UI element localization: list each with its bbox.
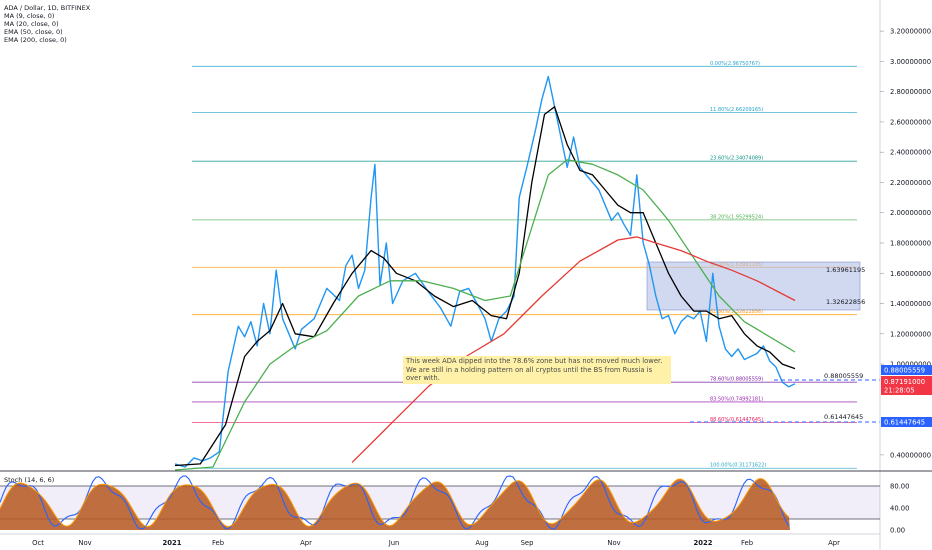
indicator-ma9[interactable]: MA (9, close, 0) <box>4 12 55 20</box>
stoch-tick-2: 0.00 <box>890 527 905 535</box>
time-label-10: Feb <box>741 539 753 547</box>
stoch-d-line <box>0 478 790 528</box>
price-tick-8: 1.60000000 <box>890 270 931 278</box>
fib-label-8: 88.60%(0.61447645) <box>710 417 763 423</box>
time-label-2: 2021 <box>163 539 182 547</box>
fib-retracement[interactable]: 0.00%(2.96750767) 11.80%(2.66209165) 23.60… <box>192 61 857 469</box>
series-line-2 <box>174 159 796 471</box>
price-tick-0: 3.20000000 <box>890 28 931 36</box>
stoch-d-area <box>0 478 790 530</box>
countdown-label: 21:28:05 <box>884 387 915 395</box>
box-top-label: 1.63961195 <box>826 266 865 274</box>
fib-label-0: 0.00%(2.96750767) <box>710 61 760 67</box>
time-label-5: Jun <box>388 539 400 547</box>
time-label-6: Aug <box>475 539 488 547</box>
price-tick-1: 3.00000000 <box>890 58 931 66</box>
price-tick-4: 2.40000000 <box>890 149 931 157</box>
price-tick-5: 2.20000000 <box>890 179 931 187</box>
time-label-8: Nov <box>607 539 620 547</box>
current-price-box <box>881 365 932 375</box>
series-line-0 <box>174 75 796 468</box>
line-label-low: 0.61447645 <box>824 413 863 421</box>
fib-label-2: 23.60%(2.34074089) <box>710 156 763 162</box>
fib-label-7: 83.50%(0.74992181) <box>710 396 763 402</box>
main-pane-bg <box>0 0 880 470</box>
indicator-ema50[interactable]: EMA (50, close, 0) <box>4 28 63 36</box>
fib-label-5: 61.80%(1.32622856) <box>710 309 763 315</box>
time-label-7: Sep <box>521 539 534 547</box>
fib-label-6: 78.60%(0.88005559) <box>710 377 763 383</box>
stoch-pane: 80.00 40.00 0.00 <box>0 475 909 535</box>
stoch-label[interactable]: Stoch (14, 6, 6) <box>4 476 55 484</box>
price-tick-9: 1.40000000 <box>890 300 931 308</box>
last-price-label: 0.87191000 <box>884 378 925 386</box>
price-tick-14: 0.40000000 <box>890 451 931 459</box>
last-price-box <box>881 376 932 395</box>
price-tick-11: 1.00000000 <box>890 361 931 369</box>
time-label-3: Feb <box>212 539 224 547</box>
price-tick-6: 2.00000000 <box>890 209 931 217</box>
price-tick-2: 2.80000000 <box>890 88 931 96</box>
fib-label-1: 11.80%(2.66209165) <box>710 107 763 113</box>
line-label-right: 0.88005559 <box>824 372 863 380</box>
support-price-label: 0.61447645 <box>884 419 925 427</box>
indicator-ema200[interactable]: EMA (200, close, 0) <box>4 36 67 44</box>
fib-label-9: 100.00%(0.31171622) <box>710 463 766 469</box>
price-tick-7: 1.80000000 <box>890 240 931 248</box>
series-line-1 <box>174 106 796 467</box>
price-tick-3: 2.60000000 <box>890 118 931 126</box>
time-label-4: Apr <box>300 539 312 547</box>
stoch-k-line <box>0 475 790 530</box>
time-label-0: Oct <box>32 539 44 547</box>
time-label-11: Apr <box>828 539 840 547</box>
axes-group: 3.20000000 3.00000000 2.80000000 2.60000000… <box>32 28 932 547</box>
legend: ADA / Dollar, 1D, BITFINEX MA (9, close,… <box>4 4 90 44</box>
current-price-label: 0.88005559 <box>884 367 925 375</box>
price-tick-10: 1.20000000 <box>890 330 931 338</box>
stoch-tick-0: 80.00 <box>890 483 909 491</box>
support-price-box <box>881 417 932 427</box>
annotation-note[interactable]: This week ADA dipped into the 78.6% zone… <box>403 356 671 384</box>
time-label-9: 2022 <box>694 539 713 547</box>
symbol-title[interactable]: ADA / Dollar, 1D, BITFINEX <box>4 4 91 12</box>
box-bottom-label: 1.32622856 <box>826 298 865 306</box>
indicator-ma20[interactable]: MA (20, close, 0) <box>4 20 59 28</box>
range-box[interactable] <box>646 261 861 311</box>
fib-label-3: 38.20%(1.95299524) <box>710 214 763 220</box>
stoch-tick-1: 40.00 <box>890 505 909 513</box>
time-label-1: Nov <box>78 539 91 547</box>
